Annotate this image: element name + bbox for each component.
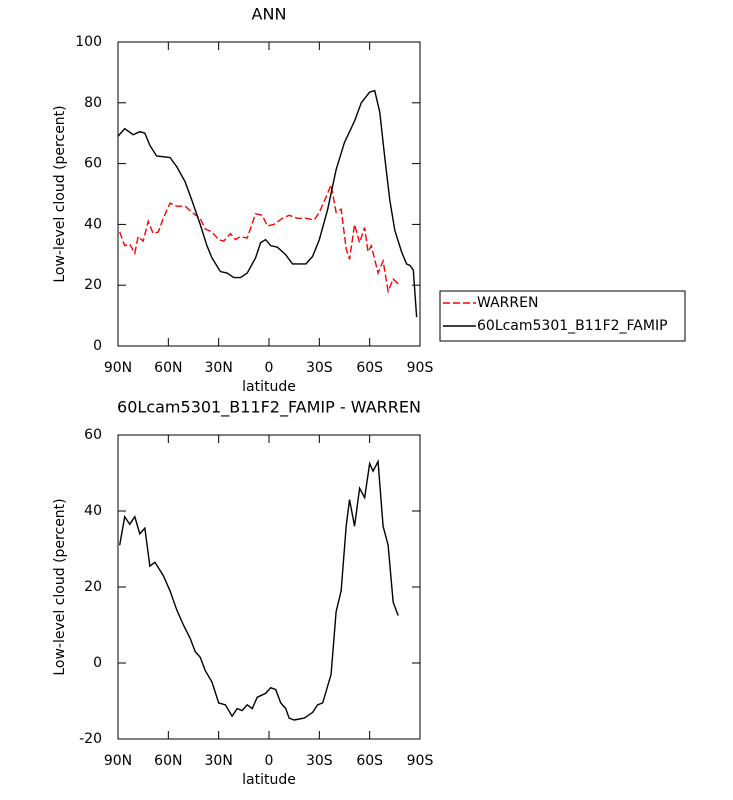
data-line [117, 89, 418, 318]
chart-title: 60Lcam5301_B11F2_FAMIP - WARREN [117, 398, 421, 418]
x-tick-label: 60S [356, 360, 383, 376]
data-line [118, 459, 399, 721]
legend-box [439, 290, 686, 342]
y-tick-label: 0 [93, 655, 102, 671]
data-line [119, 182, 399, 294]
legend-label: WARREN [477, 295, 538, 311]
x-tick-label: 30N [205, 360, 233, 376]
legend-label: 60Lcam5301_B11F2_FAMIP [477, 318, 668, 334]
x-tick-label: 60N [154, 753, 182, 769]
y-tick-label: 60 [84, 156, 102, 172]
x-axis-label: latitude [242, 772, 296, 788]
y-tick-label: 20 [84, 277, 102, 293]
y-axis-label: Low-level cloud (percent) [52, 498, 68, 675]
plot-frame [117, 41, 421, 347]
y-tick-label: 100 [75, 34, 102, 50]
chart-title: ANN [252, 5, 287, 24]
x-tick-label: 30N [205, 753, 233, 769]
y-tick-label: 0 [93, 338, 102, 354]
x-tick-label: 60S [356, 753, 383, 769]
x-axis-label: latitude [242, 379, 296, 395]
y-tick-label: 80 [84, 95, 102, 111]
x-tick-label: 30S [306, 753, 333, 769]
x-tick-label: 90N [104, 753, 132, 769]
y-tick-label: 20 [84, 579, 102, 595]
y-tick-label: -20 [79, 731, 102, 747]
x-tick-label: 90S [407, 753, 434, 769]
y-axis-label: Low-level cloud (percent) [52, 105, 68, 282]
x-tick-label: 90S [407, 360, 434, 376]
x-tick-label: 90N [104, 360, 132, 376]
x-tick-label: 30S [306, 360, 333, 376]
y-tick-label: 40 [84, 216, 102, 232]
x-tick-label: 0 [265, 753, 274, 769]
plot-frame [117, 434, 421, 740]
y-tick-label: 40 [84, 503, 102, 519]
y-tick-label: 60 [84, 427, 102, 443]
x-tick-label: 0 [265, 360, 274, 376]
x-tick-label: 60N [154, 360, 182, 376]
